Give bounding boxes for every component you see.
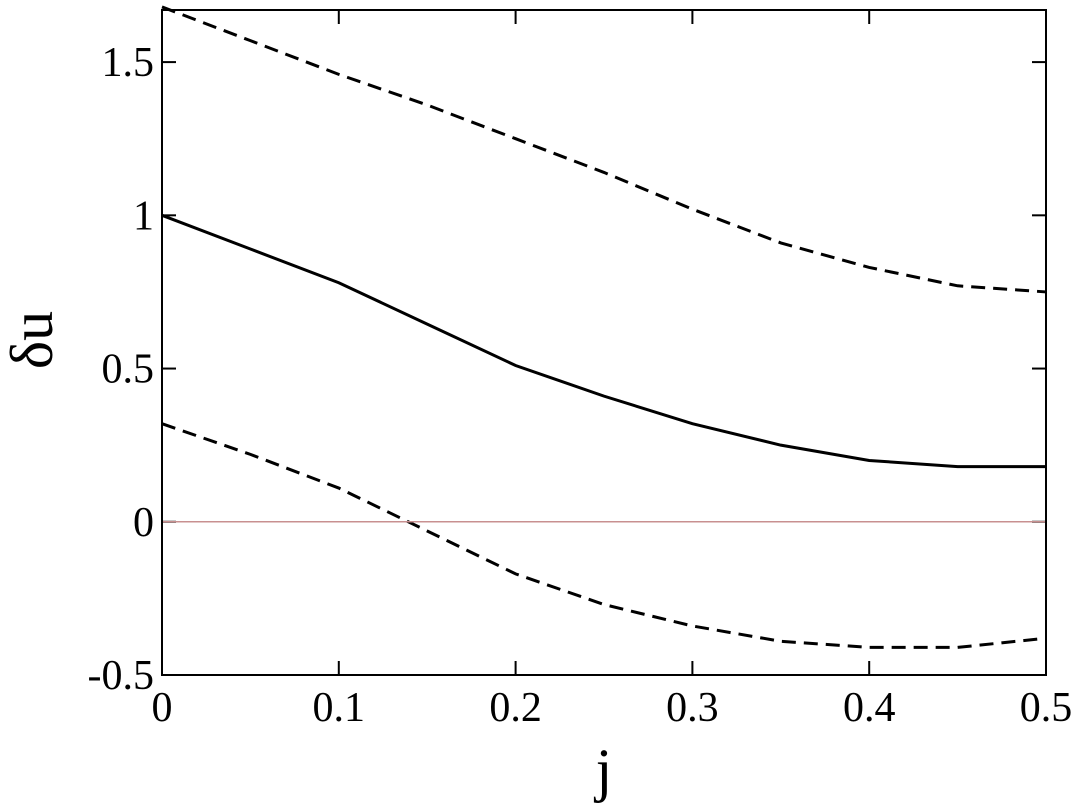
x-tick-label: 0.3 <box>666 685 719 731</box>
y-tick-label: 1.5 <box>102 40 155 86</box>
y-axis-label: δu <box>0 311 65 369</box>
x-tick-label: 0.4 <box>843 685 896 731</box>
line-series <box>161 5 1047 294</box>
y-tick-label: 1 <box>133 193 154 239</box>
y-tick-label: 0.5 <box>102 347 155 393</box>
y-tick-label: 0 <box>133 500 154 546</box>
line-series <box>161 213 1046 469</box>
x-axis-label: j <box>594 737 613 803</box>
plot-frame <box>161 9 1047 676</box>
x-tick-label: 0.2 <box>489 685 542 731</box>
x-tick-label: 0.1 <box>313 685 366 731</box>
x-tick-label: 0.5 <box>1020 685 1073 731</box>
line-series <box>161 422 1047 649</box>
y-tick-label: -0.5 <box>88 653 155 699</box>
x-tick-label: 0 <box>152 685 173 731</box>
